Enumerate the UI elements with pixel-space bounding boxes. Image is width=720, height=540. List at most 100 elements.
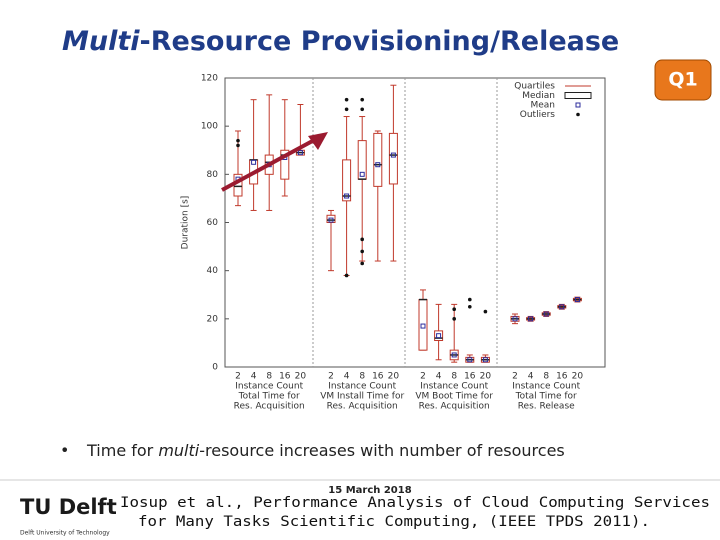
mean [344,193,350,199]
group-label: Instance Count [420,382,488,392]
bullet-dot: • [60,441,69,460]
outlier [360,107,365,112]
x-tick-label: 8 [359,372,365,382]
y-tick-label: 20 [207,314,219,324]
outlier [360,261,365,266]
outlier [452,307,457,312]
outlier [344,107,349,112]
box [280,149,290,180]
x-tick-label: 16 [372,372,384,382]
mean [390,152,396,158]
x-tick-label: 20 [388,372,400,382]
mean [559,304,565,310]
outlier [344,273,349,278]
x-tick-label: 8 [451,372,457,382]
mean [297,150,303,156]
mean [574,297,580,303]
box [373,132,383,187]
outlier [468,304,472,309]
x-tick-label: 16 [556,372,568,382]
group-label: Total Time for [238,392,300,402]
y-tick-label: 120 [201,74,218,84]
mean [420,323,426,329]
group-label: Res. Acquisition [419,402,490,412]
x-tick-label: 2 [420,372,426,382]
group-label: Instance Count [328,382,396,392]
bullet-after: -resource increases with number of resou… [199,441,565,460]
outlier [483,309,488,314]
arrow-head [308,132,328,150]
x-tick-label: 16 [279,372,291,382]
outlier [360,237,365,242]
legend-swatch [575,102,581,108]
x-tick-label: 4 [528,372,534,382]
bullet-text: Time for multi-resource increases with n… [86,441,565,460]
group-label: Total Time for [515,392,577,402]
group-label: VM Install Time for [320,392,404,402]
mean [436,333,442,339]
x-tick-label: 4 [344,372,350,382]
outlier [236,138,240,143]
badge [654,59,712,101]
x-tick-label: 2 [235,372,241,382]
y-tick-label: 100 [201,122,218,132]
mean [467,357,473,363]
mean [528,316,534,322]
outlier [452,317,457,321]
bullet-before: Time for [86,441,158,460]
outlier [236,143,240,148]
outlier [468,297,472,302]
group-label: Instance Count [512,382,580,392]
legend-swatch [564,92,592,99]
x-tick-label: 20 [572,372,584,382]
box [434,330,444,342]
legend-label: Mean [530,101,555,111]
box [418,299,428,351]
mean [451,352,457,358]
x-tick-label: 20 [295,372,307,382]
citation: Iosup et al., Performance Analysis of Cl… [120,495,710,530]
legend-label: Outliers [520,110,556,120]
box [342,159,352,202]
group-label: Res. Release [518,402,575,412]
date: 15 March 2018 [328,485,411,496]
x-tick-label: 8 [266,372,272,382]
x-tick-label: 2 [512,372,518,382]
x-tick-label: 8 [543,372,549,382]
outlier [344,97,349,102]
y-tick-label: 60 [207,218,219,228]
mean [375,162,381,168]
mean [543,311,549,317]
x-tick-label: 16 [464,372,476,382]
legend-label: Median [522,91,555,101]
legend-label: Quartiles [514,82,555,92]
x-tick-label: 2 [328,372,334,382]
logo-sub: Delft University of Technology [20,530,110,537]
y-axis-label: Duration [s] [181,196,191,250]
citation-line: for Many Tasks Scientific Computing, (IE… [138,514,650,530]
title-rest: -Resource Provisioning/Release [140,26,620,57]
mean [482,357,488,363]
plot: 0 20 40 60 80 100 120 Duration [s] Instance Coun… [181,74,592,412]
citation-line: Iosup et al., Performance Analysis of Cl… [120,495,710,511]
box [357,140,367,180]
logo: TU Delft [20,495,117,519]
group-label: Res. Acquisition [234,402,305,412]
y-tick-label: 0 [212,363,218,373]
arrow [221,136,319,192]
mean [359,171,365,177]
x-tick-label: 4 [251,372,257,382]
group-label: VM Boot Time for [415,392,493,402]
y-tick-label: 80 [207,170,219,180]
plot-frame [224,77,606,368]
badge-text: Q1 [668,69,697,91]
box [326,214,336,223]
outlier [360,249,365,254]
mean [251,159,257,165]
x-tick-label: 20 [480,372,492,382]
mean [328,217,334,223]
mean [512,316,518,322]
x-tick-label: 4 [436,372,442,382]
outlier [360,97,365,102]
